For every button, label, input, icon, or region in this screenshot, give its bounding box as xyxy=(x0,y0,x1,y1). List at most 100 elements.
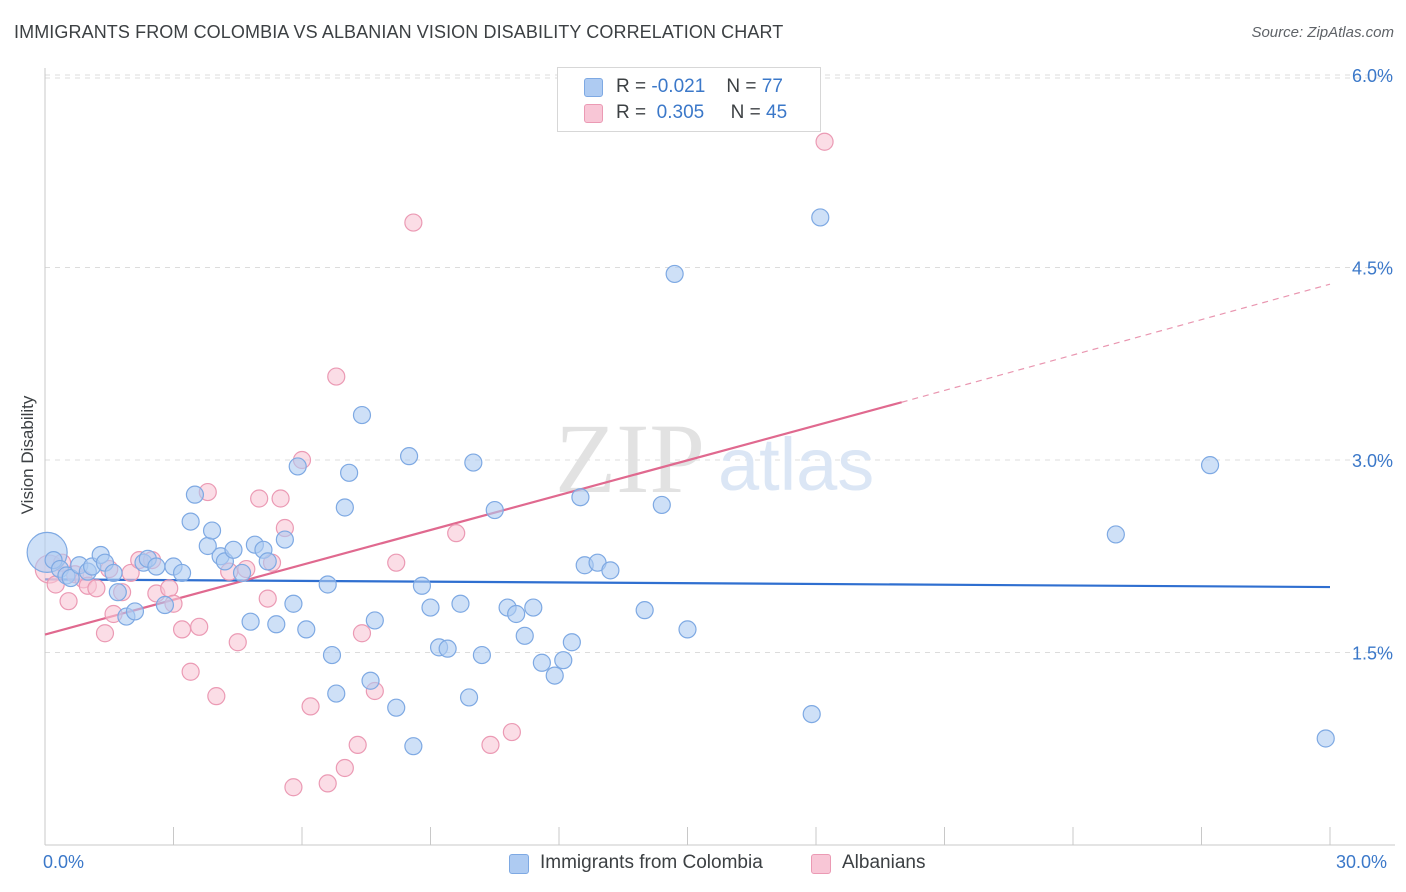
colombia-point xyxy=(275,530,294,549)
colombia-point xyxy=(438,639,457,658)
colombia-point xyxy=(181,512,200,531)
colombia-point xyxy=(524,598,543,617)
albanians-point xyxy=(387,553,406,572)
albanians-point xyxy=(348,735,367,755)
y-tick-label: 4.5% xyxy=(1352,259,1393,279)
colombia-point xyxy=(318,575,337,594)
colombia-point xyxy=(1106,525,1125,544)
colombia-r-label: R = xyxy=(616,76,647,97)
colombia-point xyxy=(562,633,581,652)
watermark-atlas: atlas xyxy=(718,423,874,506)
albanians-swatch xyxy=(584,104,603,123)
watermark: ZIP atlas xyxy=(555,403,874,514)
colombia-point xyxy=(421,598,440,617)
colombia-point xyxy=(464,453,483,472)
colombia-swatch xyxy=(584,78,603,97)
y-tick-labels: 1.5% 3.0% 4.5% 6.0% xyxy=(1352,66,1393,664)
colombia-point xyxy=(387,698,406,717)
colombia-point xyxy=(327,684,346,703)
colombia-point xyxy=(61,568,80,588)
albanians-point xyxy=(447,524,466,543)
colombia-legend-label: Immigrants from Colombia xyxy=(540,852,763,873)
albanians-points xyxy=(34,132,834,797)
colombia-point xyxy=(459,688,479,707)
albanians-point xyxy=(172,620,192,639)
colombia-point xyxy=(147,557,166,576)
albanians-point xyxy=(258,589,277,608)
chart-title: IMMIGRANTS FROM COLOMBIA VS ALBANIAN VIS… xyxy=(14,22,784,42)
albanians-point xyxy=(318,774,337,793)
albanians-point xyxy=(250,489,269,508)
colombia-point xyxy=(340,463,359,482)
albanians-trend-extension xyxy=(901,283,1331,403)
colombia-point xyxy=(284,594,303,613)
albanians-point xyxy=(335,758,354,778)
colombia-trend-line xyxy=(44,578,1331,589)
albanians-n-label: N = xyxy=(730,102,761,123)
colombia-point xyxy=(202,521,222,540)
colombia-point xyxy=(601,561,620,580)
colombia-point xyxy=(507,604,526,624)
axes xyxy=(44,68,1395,846)
colombia-point xyxy=(1316,729,1335,748)
colombia-point xyxy=(485,500,504,520)
colombia-point xyxy=(554,651,573,670)
albanians-point xyxy=(160,579,179,598)
colombia-point xyxy=(258,552,277,571)
albanians-r-label: R = xyxy=(616,102,647,123)
colombia-point xyxy=(412,576,432,595)
colombia-point xyxy=(532,653,551,672)
colombia-point xyxy=(571,488,590,507)
colombia-point xyxy=(172,563,192,583)
albanians-point xyxy=(95,624,115,643)
colombia-points xyxy=(26,208,1335,756)
colombia-point xyxy=(297,620,316,639)
colombia-point xyxy=(125,602,145,621)
colombia-point xyxy=(361,671,380,690)
albanians-trend-line xyxy=(44,401,902,636)
colombia-point xyxy=(322,645,342,665)
albanians-point xyxy=(327,367,346,386)
colombia-point xyxy=(635,601,654,620)
colombia-point xyxy=(185,485,205,504)
albanians-point xyxy=(87,579,106,598)
colombia-point xyxy=(155,595,175,615)
albanians-n-value: 45 xyxy=(766,102,788,123)
trend-lines xyxy=(44,283,1331,636)
colombia-point xyxy=(472,645,491,665)
albanians-point xyxy=(271,489,290,508)
colombia-point xyxy=(665,264,684,284)
y-tick-label: 6.0% xyxy=(1352,66,1393,86)
x-tick-label-max: 30.0% xyxy=(1336,852,1388,872)
albanians-point xyxy=(207,687,226,706)
colombia-point xyxy=(404,737,423,756)
albanians-point xyxy=(815,132,834,151)
colombia-point xyxy=(678,620,697,639)
colombia-n-label: N = xyxy=(726,76,757,97)
x-tick-label-min: 0.0% xyxy=(43,852,85,872)
colombia-point xyxy=(232,563,252,583)
albanians-r-value: 0.305 xyxy=(656,102,705,123)
colombia-point xyxy=(802,704,821,724)
albanians-legend-label: Albanians xyxy=(842,852,926,873)
colombia-n-value: 77 xyxy=(761,76,783,97)
colombia-point xyxy=(288,457,307,476)
colombia-point xyxy=(811,208,830,227)
colombia-legend-swatch xyxy=(509,854,529,874)
colombia-point xyxy=(365,611,384,630)
albanians-point xyxy=(352,624,372,643)
colombia-point xyxy=(545,666,564,685)
albanians-point xyxy=(404,213,423,232)
albanians-point xyxy=(190,617,209,636)
colombia-point xyxy=(104,563,123,583)
colombia-point xyxy=(267,615,286,634)
colombia-point xyxy=(108,583,127,602)
colombia-point xyxy=(224,540,243,559)
colombia-r-value: -0.021 xyxy=(651,76,706,97)
albanians-point xyxy=(502,722,521,742)
y-axis-label: Vision Disability xyxy=(18,395,37,515)
y-tick-label: 3.0% xyxy=(1352,451,1393,471)
y-tick-label: 1.5% xyxy=(1352,644,1393,664)
correlation-legend: R = -0.021 N = 77 R = 0.305 N = 45 xyxy=(557,67,821,132)
